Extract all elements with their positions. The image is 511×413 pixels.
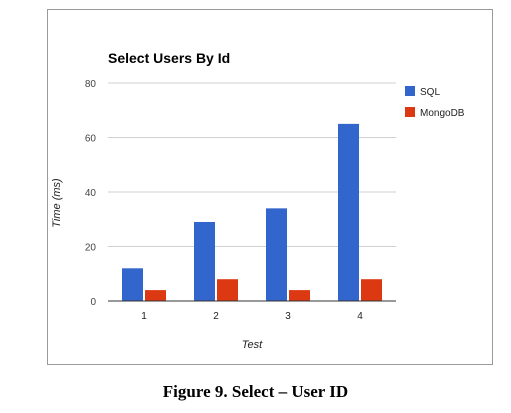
bar-mongodb-1 — [145, 290, 166, 301]
bar-sql-3 — [266, 208, 287, 301]
x-tick-labels: 1 2 3 4 — [141, 311, 363, 322]
chart-title: Select Users By Id — [108, 50, 230, 66]
bar-chart: Select Users By Id 0 20 40 60 80 1 2 3 4 Time (… — [51, 50, 465, 351]
legend-label-mongodb: MongoDB — [420, 108, 465, 119]
figure-caption: Figure 9. Select – User ID — [162, 382, 349, 401]
legend: SQL MongoDB — [405, 86, 465, 119]
bar-mongodb-3 — [289, 290, 310, 301]
y-tick-label: 20 — [85, 243, 97, 254]
y-tick-label: 60 — [85, 134, 97, 145]
y-tick-label: 0 — [90, 297, 96, 308]
legend-label-sql: SQL — [420, 87, 440, 98]
bar-sql-1 — [122, 268, 143, 301]
bar-mongodb-2 — [217, 279, 238, 301]
bar-sql-2 — [194, 221, 215, 301]
y-tick-label: 40 — [85, 188, 97, 199]
bar-mongodb-4 — [361, 279, 382, 301]
chart-frame: Select Users By Id 0 20 40 60 80 1 2 3 4 Time (… — [47, 9, 493, 365]
x-tick-label: 4 — [357, 311, 363, 322]
y-tick-label: 80 — [85, 79, 97, 90]
bar-sql-4 — [338, 123, 359, 301]
x-tick-label: 3 — [285, 311, 291, 322]
legend-swatch-sql — [405, 86, 415, 96]
y-axis-label: Time (ms) — [51, 178, 63, 228]
y-tick-labels: 0 20 40 60 80 — [85, 79, 97, 308]
x-axis-label: Test — [242, 339, 263, 351]
bars — [108, 123, 396, 302]
x-tick-label: 1 — [141, 311, 147, 322]
legend-swatch-mongodb — [405, 107, 415, 117]
x-tick-label: 2 — [213, 311, 219, 322]
